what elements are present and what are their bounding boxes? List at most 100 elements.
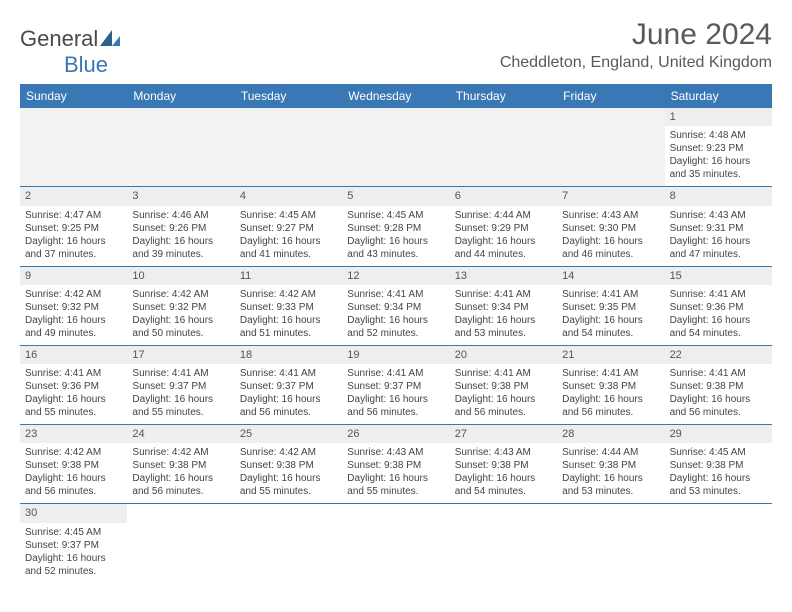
logo-word2: Blue [64,52,108,78]
daylight-text: Daylight: 16 hours [670,235,767,248]
daylight-text: Daylight: 16 hours [240,393,337,406]
daylight-text: and 54 minutes. [562,327,659,340]
day-number: 15 [665,267,772,285]
daylight-text: and 53 minutes. [562,485,659,498]
empty-cell [127,108,234,186]
sunrise-text: Sunrise: 4:45 AM [347,209,444,222]
day-cell: 6Sunrise: 4:44 AMSunset: 9:29 PMDaylight… [450,187,557,265]
day-cell: 22Sunrise: 4:41 AMSunset: 9:38 PMDayligh… [665,346,772,424]
day-cell: 19 Sunrise: 4:41 AMSunset: 9:37 PMDayligh… [342,346,449,424]
day-header: Tuesday [235,84,342,108]
sunrise-text: Sunrise: 4:41 AM [132,367,229,380]
day-cell: 25Sunrise: 4:42 AMSunset: 9:38 PMDayligh… [235,425,342,503]
day-cell: 18Sunrise: 4:41 AMSunset: 9:37 PMDayligh… [235,346,342,424]
sunset-text: Sunset: 9:32 PM [132,301,229,314]
sunset-text: Sunset: 9:38 PM [455,380,552,393]
empty-cell [342,108,449,186]
sail-icon [100,26,120,52]
empty-cell [557,504,664,582]
sunrise-text: Sunrise: 4:41 AM [562,367,659,380]
day-cell: 11Sunrise: 4:42 AMSunset: 9:33 PMDayligh… [235,267,342,345]
day-number: 25 [235,425,342,443]
empty-cell [557,108,664,186]
empty-cell [450,108,557,186]
daylight-text: and 55 minutes. [240,485,337,498]
day-cell: 27Sunrise: 4:43 AMSunset: 9:38 PMDayligh… [450,425,557,503]
day-cell: 17Sunrise: 4:41 AMSunset: 9:37 PMDayligh… [127,346,234,424]
sunset-text: Sunset: 9:35 PM [562,301,659,314]
sunrise-text: Sunrise: 4:44 AM [455,209,552,222]
day-cell: 12Sunrise: 4:41 AMSunset: 9:34 PMDayligh… [342,267,449,345]
day-cell: 7Sunrise: 4:43 AMSunset: 9:30 PMDaylight… [557,187,664,265]
day-header: Friday [557,84,664,108]
daylight-text: and 55 minutes. [347,485,444,498]
daylight-text: Daylight: 16 hours [670,155,767,168]
day-number: 2 [20,187,127,205]
week-row: 30Sunrise: 4:45 AMSunset: 9:37 PMDayligh… [20,504,772,582]
daylight-text: Daylight: 16 hours [132,393,229,406]
sunset-text: Sunset: 9:38 PM [132,459,229,472]
day-number: 1 [665,108,772,126]
sunset-text: Sunset: 9:38 PM [562,380,659,393]
daylight-text: and 53 minutes. [455,327,552,340]
day-cell: 2Sunrise: 4:47 AMSunset: 9:25 PMDaylight… [20,187,127,265]
daylight-text: Daylight: 16 hours [455,235,552,248]
day-number: 24 [127,425,234,443]
sunrise-text: Sunrise: 4:41 AM [347,367,444,380]
daylight-text: Daylight: 16 hours [562,314,659,327]
daylight-text: and 55 minutes. [25,406,122,419]
sunset-text: Sunset: 9:38 PM [562,459,659,472]
day-number: 30 [20,504,127,522]
daylight-text: Daylight: 16 hours [670,314,767,327]
day-number: 10 [127,267,234,285]
logo: General Blue [20,18,120,78]
daylight-text: and 56 minutes. [670,406,767,419]
day-cell: 23Sunrise: 4:42 AMSunset: 9:38 PMDayligh… [20,425,127,503]
sunset-text: Sunset: 9:38 PM [240,459,337,472]
day-number: 22 [665,346,772,364]
day-number: 5 [342,187,449,205]
sunrise-text: Sunrise: 4:42 AM [25,288,122,301]
day-number: 7 [557,187,664,205]
day-header: Thursday [450,84,557,108]
day-number: 19 [342,346,449,364]
daylight-text: Daylight: 16 hours [347,393,444,406]
daylight-text: and 39 minutes. [132,248,229,261]
day-cell: 30Sunrise: 4:45 AMSunset: 9:37 PMDayligh… [20,504,127,582]
day-cell: 1Sunrise: 4:48 AMSunset: 9:23 PMDaylight… [665,108,772,186]
day-number: 20 [450,346,557,364]
daylight-text: and 44 minutes. [455,248,552,261]
sunset-text: Sunset: 9:28 PM [347,222,444,235]
day-header: Wednesday [342,84,449,108]
day-header: Monday [127,84,234,108]
sunrise-text: Sunrise: 4:42 AM [132,446,229,459]
week-row: 1Sunrise: 4:48 AMSunset: 9:23 PMDaylight… [20,108,772,187]
day-cell: 8Sunrise: 4:43 AMSunset: 9:31 PMDaylight… [665,187,772,265]
sunset-text: Sunset: 9:38 PM [347,459,444,472]
daylight-text: Daylight: 16 hours [240,314,337,327]
sunrise-text: Sunrise: 4:43 AM [670,209,767,222]
day-number: 26 [342,425,449,443]
calendar: Sunday Monday Tuesday Wednesday Thursday… [20,84,772,583]
sunset-text: Sunset: 9:30 PM [562,222,659,235]
sunrise-text: Sunrise: 4:45 AM [670,446,767,459]
daylight-text: and 35 minutes. [670,168,767,181]
daylight-text: and 56 minutes. [240,406,337,419]
logo-word1: General [20,26,98,51]
sunset-text: Sunset: 9:37 PM [132,380,229,393]
header: General Blue June 2024 Cheddleton, Engla… [20,18,772,78]
daylight-text: and 49 minutes. [25,327,122,340]
day-cell: 4Sunrise: 4:45 AMSunset: 9:27 PMDaylight… [235,187,342,265]
sunset-text: Sunset: 9:27 PM [240,222,337,235]
daylight-text: Daylight: 16 hours [25,552,122,565]
sunset-text: Sunset: 9:37 PM [347,380,444,393]
day-number: 21 [557,346,664,364]
sunset-text: Sunset: 9:23 PM [670,142,767,155]
sunset-text: Sunset: 9:37 PM [25,539,122,552]
daylight-text: and 53 minutes. [670,485,767,498]
daylight-text: and 51 minutes. [240,327,337,340]
empty-cell [127,504,234,582]
daylight-text: and 37 minutes. [25,248,122,261]
day-header: Saturday [665,84,772,108]
sunrise-text: Sunrise: 4:42 AM [240,288,337,301]
